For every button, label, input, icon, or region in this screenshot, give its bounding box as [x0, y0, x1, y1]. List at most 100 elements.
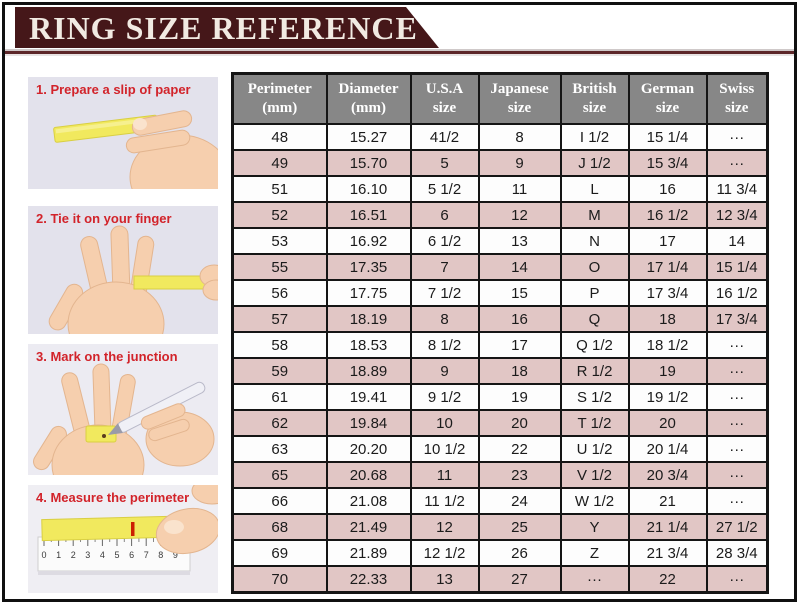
table-cell: 7 1/2 [409, 279, 480, 307]
table-cell: 41/2 [409, 123, 480, 151]
table-cell: 23 [477, 461, 562, 489]
table-row: 68 21.49 12 25 Y 21 1/4 27 1/2 [231, 513, 769, 541]
table-cell: 14 [477, 253, 562, 281]
table-cell: N [559, 227, 630, 255]
column-header: U.S.A size [409, 72, 480, 125]
column-header-line: British [572, 80, 617, 97]
table-cell: O [559, 253, 630, 281]
ruler-number: 5 [114, 550, 119, 560]
hand-icon [125, 110, 218, 189]
table-cell: 12 3/4 [705, 201, 769, 229]
paper-strip-icon [41, 515, 169, 542]
step-1-prepare-paper: 1. Prepare a slip of paper [28, 77, 218, 189]
table-cell: 11 1/2 [409, 487, 480, 515]
step-2-label: 2. Tie it on your finger [36, 211, 172, 226]
table-cell: ··· [705, 383, 769, 411]
column-header-line: Perimeter [247, 80, 312, 97]
ruler-number: 6 [129, 550, 134, 560]
ruler-number: 2 [71, 550, 76, 560]
table-cell: 27 1/2 [705, 513, 769, 541]
table-cell: 15 1/4 [705, 253, 769, 281]
column-header: Swiss size [705, 72, 769, 125]
table-cell: 16.92 [325, 227, 412, 255]
table-row: 65 20.68 11 23 V 1/2 20 3/4 ··· [231, 461, 769, 489]
table-cell: 21 3/4 [627, 539, 708, 567]
column-header-line: size [582, 100, 607, 116]
table-cell: 70 [231, 565, 328, 594]
column-header: Japanese size [477, 72, 562, 125]
paper-strip-icon [133, 275, 218, 290]
table-cell: 21.49 [325, 513, 412, 541]
table-cell: 9 1/2 [409, 383, 480, 411]
table-cell: Q 1/2 [559, 331, 630, 359]
ruler-number: 9 [173, 550, 178, 560]
table-row: 52 16.51 6 12 M 16 1/2 12 3/4 [231, 201, 769, 229]
column-header-line: U.S.A [425, 80, 464, 97]
table-cell: 21.08 [325, 487, 412, 515]
table-cell: 51 [231, 175, 328, 203]
table-row: 70 22.33 13 27 ··· 22 ··· [231, 565, 769, 594]
table-cell: 11 3/4 [705, 175, 769, 203]
table-cell: 17 1/4 [627, 253, 708, 281]
pressing-finger-icon [155, 485, 218, 555]
table-cell: 19 [477, 383, 562, 411]
table-cell: 68 [231, 513, 328, 541]
table-cell: I 1/2 [559, 123, 630, 151]
table-cell: 53 [231, 227, 328, 255]
table-cell: V 1/2 [559, 461, 630, 489]
writing-hand-icon [140, 403, 215, 467]
table-cell: 6 [409, 201, 480, 229]
table-cell: 69 [231, 539, 328, 567]
column-header-line: size [725, 100, 749, 116]
table-cell: Y [559, 513, 630, 541]
table-cell: 21 [627, 487, 708, 515]
table-cell: 21.89 [325, 539, 412, 567]
table-cell: 57 [231, 305, 328, 333]
table-cell: 18.53 [325, 331, 412, 359]
ring-band-icon [85, 425, 117, 443]
ruler-number: 7 [144, 550, 149, 560]
table-cell: 20 [627, 409, 708, 437]
column-header: British size [559, 72, 630, 125]
page-title: RING SIZE REFERENCE [29, 10, 418, 46]
table-cell: 17 3/4 [705, 305, 769, 333]
table-cell: 20.68 [325, 461, 412, 489]
table-cell: 9 [477, 149, 562, 177]
table-cell: 56 [231, 279, 328, 307]
table-cell: L [559, 175, 630, 203]
table-cell: 12 [409, 513, 480, 541]
table-cell: 8 [477, 123, 562, 151]
table-row: 56 17.75 7 1/2 15 P 17 3/4 16 1/2 [231, 279, 769, 307]
step-3-label: 3. Mark on the junction [36, 349, 178, 364]
table-cell: 59 [231, 357, 328, 385]
table-cell: S 1/2 [559, 383, 630, 411]
table-cell: 17.75 [325, 279, 412, 307]
table-row: 51 16.10 5 1/2 11 L 16 11 3/4 [231, 175, 769, 203]
table-cell: 10 [409, 409, 480, 437]
ruler-number: 4 [100, 550, 105, 560]
table-cell: 5 [409, 149, 480, 177]
table-row: 63 20.20 10 1/2 22 U 1/2 20 1/4 ··· [231, 435, 769, 463]
table-cell: P [559, 279, 630, 307]
table-cell: ··· [705, 331, 769, 359]
table-cell: 8 1/2 [409, 331, 480, 359]
table-cell: 15 [477, 279, 562, 307]
table-cell: 17.35 [325, 253, 412, 281]
column-header-line: German [640, 80, 695, 97]
table-cell: 48 [231, 123, 328, 151]
table-cell: 25 [477, 513, 562, 541]
table-cell: 65 [231, 461, 328, 489]
table-cell: 18 [627, 305, 708, 333]
table-cell: 12 1/2 [409, 539, 480, 567]
table-cell: 52 [231, 201, 328, 229]
table-cell: 18.19 [325, 305, 412, 333]
table-cell: 13 [477, 227, 562, 255]
table-cell: 18 [477, 357, 562, 385]
column-header-line: Diameter [338, 80, 399, 97]
column-header-line: (mm) [351, 100, 386, 116]
hand-icon [33, 363, 145, 475]
